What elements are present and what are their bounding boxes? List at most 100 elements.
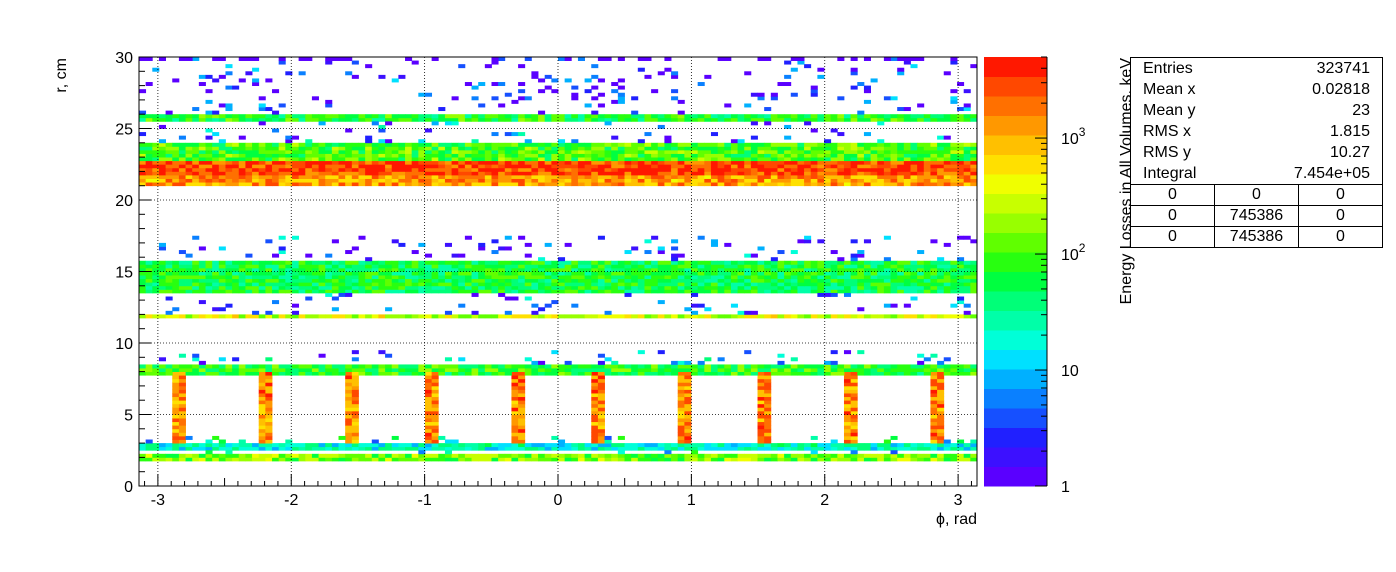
heatmap-cell <box>930 146 938 151</box>
heatmap-cell <box>757 146 765 151</box>
heatmap-cell <box>524 253 532 258</box>
heatmap-cell <box>797 60 805 65</box>
heatmap-cell <box>624 117 632 122</box>
heatmap-cell <box>631 153 639 158</box>
heatmap-cell <box>524 182 532 187</box>
heatmap-cell <box>843 167 852 172</box>
heatmap-cell <box>950 453 958 458</box>
heatmap-cell <box>378 271 386 276</box>
heatmap-cell <box>298 289 306 294</box>
heatmap-cell <box>518 149 526 154</box>
heatmap-cell <box>930 149 938 154</box>
heatmap-cell <box>212 267 220 272</box>
heatmap-cell <box>518 289 526 294</box>
heatmap-cell <box>238 264 246 269</box>
heatmap-cell <box>405 57 413 61</box>
heatmap-cell <box>597 142 605 147</box>
heatmap-cell <box>717 164 725 169</box>
heatmap-cell <box>478 368 486 372</box>
heatmap-cell <box>870 289 878 294</box>
heatmap-cell <box>451 157 459 162</box>
heatmap-cell <box>764 153 772 158</box>
heatmap-cell <box>737 164 745 169</box>
heatmap-cell <box>883 267 891 272</box>
heatmap-cell <box>212 264 220 269</box>
heatmap-cell <box>258 160 266 165</box>
heatmap-cell <box>278 117 286 122</box>
heatmap-cell <box>930 382 938 387</box>
heatmap-cell <box>571 164 579 169</box>
heatmap-cell <box>225 314 233 319</box>
heatmap-cell <box>631 364 639 369</box>
heatmap-cell <box>398 368 406 372</box>
heatmap-cell <box>704 267 712 272</box>
heatmap-cell <box>424 146 433 151</box>
heatmap-cell <box>631 282 639 287</box>
heatmap-cell <box>784 164 792 169</box>
heatmap-cell <box>245 446 253 451</box>
heatmap-cell <box>291 285 300 290</box>
heatmap-cell <box>830 292 838 297</box>
heatmap-cell <box>611 364 619 369</box>
heatmap-cell <box>431 182 439 187</box>
heatmap-cell <box>890 368 898 372</box>
heatmap-cell <box>691 167 699 172</box>
heatmap-cell <box>311 164 319 169</box>
heatmap-cell <box>451 117 459 122</box>
heatmap-cell <box>577 267 585 272</box>
heatmap-cell <box>165 457 173 462</box>
heatmap-cell <box>518 378 526 383</box>
heatmap-cell <box>218 246 226 251</box>
heatmap-cell <box>824 446 832 451</box>
heatmap-cell <box>418 364 426 369</box>
heatmap-cell <box>697 267 705 272</box>
heatmap-cell <box>903 443 911 448</box>
heatmap-cell <box>458 275 466 280</box>
heatmap-cell <box>923 264 931 269</box>
heatmap-cell <box>684 285 692 290</box>
heatmap-cell <box>365 171 373 176</box>
heatmap-cell <box>890 453 898 458</box>
heatmap-cell <box>178 146 186 151</box>
heatmap-cell <box>784 267 792 272</box>
heatmap-cell <box>438 171 446 176</box>
heatmap-cell <box>850 67 858 72</box>
heatmap-cell <box>451 142 459 147</box>
heatmap-cell <box>757 92 765 97</box>
heatmap-cell <box>790 57 798 61</box>
heatmap-cell <box>897 289 905 294</box>
heatmap-cell <box>877 371 885 376</box>
heatmap-cell <box>757 57 765 61</box>
heatmap-cell <box>531 267 539 272</box>
heatmap-cell <box>245 275 253 280</box>
heatmap-cell <box>923 164 931 169</box>
heatmap-cell <box>471 178 479 183</box>
heatmap-cell <box>903 157 911 162</box>
heatmap-cell <box>338 157 346 162</box>
heatmap-cell <box>538 267 546 272</box>
heatmap-cell <box>591 142 599 147</box>
heatmap-cell <box>531 146 539 151</box>
heatmap-cell <box>278 174 286 179</box>
heatmap-cell <box>172 457 180 462</box>
heatmap-cell <box>225 178 233 183</box>
heatmap-cell <box>172 453 180 458</box>
heatmap-cell <box>538 360 546 365</box>
heatmap-cell <box>464 264 472 269</box>
heatmap-cell <box>471 282 479 287</box>
heatmap-cell <box>478 142 486 147</box>
heatmap-cell <box>278 167 286 172</box>
heatmap-cell <box>232 357 240 362</box>
heatmap-cell <box>757 178 765 183</box>
heatmap-cell <box>438 285 446 290</box>
heatmap-cell <box>331 167 339 172</box>
heatmap-cell <box>245 117 253 122</box>
heatmap-cell <box>617 114 625 119</box>
heatmap-cell <box>411 114 419 119</box>
heatmap-cell <box>139 167 147 172</box>
heatmap-cell <box>790 146 798 151</box>
heatmap-cell <box>903 142 911 147</box>
heatmap-cell <box>824 167 832 172</box>
heatmap-cell <box>810 264 818 269</box>
heatmap-cell <box>484 446 492 451</box>
